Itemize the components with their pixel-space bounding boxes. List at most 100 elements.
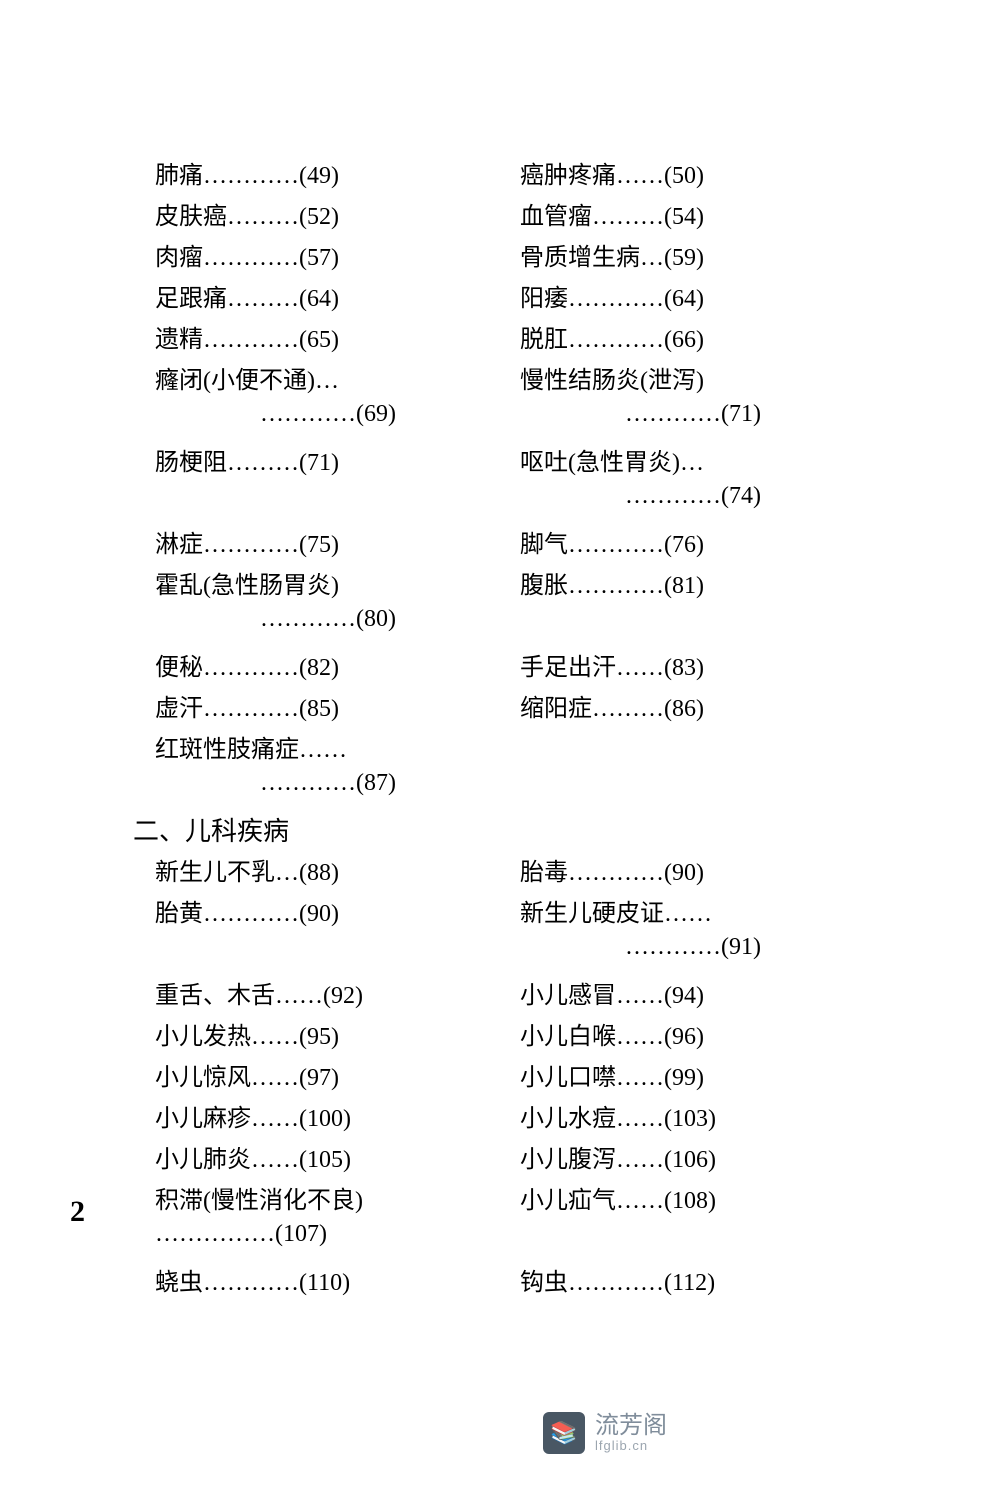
toc-label: 淋症 [155,524,203,559]
toc-spacer [520,770,820,811]
page-number: 2 [70,1195,85,1229]
toc-label: 重舌、木舌 [155,975,275,1010]
toc-entry: 血管瘤 ……… (54) [520,196,820,237]
toc-dots: ………… [203,163,299,190]
toc-entry: 缩阳症 ……… (86) [520,688,820,729]
toc-dots: ………… [203,327,299,354]
watermark: 📚 流芳阁 lfglib.cn [543,1412,667,1454]
toc-spacer [520,606,820,647]
toc-page: (92) [323,983,363,1010]
toc-page: (87) [356,770,396,797]
toc-page: (57) [299,245,339,272]
toc-entry: 小儿水痘…… (103) [520,1098,820,1139]
toc-page: (76) [664,532,704,559]
toc-label: 腹胀 [520,565,568,600]
toc-dots: …… [251,1106,299,1133]
toc-page: (75) [299,532,339,559]
toc-label: 胎黄 [155,893,203,928]
toc-label: 小儿肺炎 [155,1139,251,1174]
toc-label: 血管瘤 [520,196,592,231]
toc-entry: ………… (80) [155,606,455,647]
toc-entry: 小儿惊风 …… (97) [155,1057,455,1098]
toc-page: (64) [664,286,704,313]
toc-entry: 脚气 ………… (76) [520,524,820,565]
toc-dots: …………… [155,1221,275,1248]
toc-page: (95) [299,1024,339,1051]
toc-dots: ………… [203,245,299,272]
toc-label: 癃闭(小便不通) [155,360,315,395]
toc-label: 慢性结肠炎(泄泻) [520,360,704,395]
toc-dots: ……… [592,204,664,231]
toc-dots: …… [616,655,664,682]
toc-label: 小儿口噤 [520,1057,616,1092]
toc-dots: …… [616,983,664,1010]
toc-entry: 蛲虫………… (110) [155,1262,455,1303]
toc-label: 小儿水痘 [520,1098,616,1133]
toc-page: (91) [721,934,761,961]
toc-dots: ………… [203,532,299,559]
toc-page: (105) [299,1147,351,1174]
toc-page: (110) [299,1270,350,1297]
toc-label: 肠梗阻 [155,442,227,477]
toc-label: 虚汗 [155,688,203,723]
toc-page: (94) [664,983,704,1010]
toc-label: 肺痛 [155,155,203,190]
toc-page: (90) [664,860,704,887]
toc-entry: 虚汗 ………… (85) [155,688,455,729]
toc-label: 红斑性肢痛症 [155,729,299,764]
toc-entry: 呕吐(急性胃炎) … [520,442,820,483]
toc-entry: 小儿感冒 …… (94) [520,975,820,1016]
toc-dots: ……… [227,204,299,231]
toc-entry: 淋症 ………… (75) [155,524,455,565]
toc-dots: …… [275,983,323,1010]
toc-page: (54) [664,204,704,231]
toc-entry: 阳痿 ………… (64) [520,278,820,319]
toc-label: 脱肛 [520,319,568,354]
toc-label: 胎毒 [520,852,568,887]
toc-entry: 慢性结肠炎(泄泻) [520,360,820,401]
toc-dots: ………… [203,1270,299,1297]
toc-column-left: 肺痛 ………… (49)皮肤癌 ……… (52)肉瘤 ………… (57)足跟痛 … [155,155,455,1303]
toc-dots: ………… [260,606,356,633]
toc-label: 阳痿 [520,278,568,313]
toc-dots: …… [251,1147,299,1174]
toc-dots: ………… [625,934,721,961]
toc-column-right: 癌肿疼痛 …… (50)血管瘤 ……… (54)骨质增生病 … (59)阳痿 …… [520,155,820,1303]
toc-entry: ………… (74) [520,483,820,524]
toc-dots: …… [251,1065,299,1092]
toc-entry: 小儿麻疹…… (100) [155,1098,455,1139]
toc-spacer [520,729,820,770]
toc-label: 霍乱(急性肠胃炎) [155,565,339,600]
toc-spacer [520,1221,820,1262]
toc-page: (85) [299,696,339,723]
toc-dots: ……… [592,696,664,723]
watermark-logo-icon: 📚 [543,1412,585,1454]
toc-dots: …… [616,1065,664,1092]
toc-entry: 肠梗阻 ……… (71) [155,442,455,483]
toc-entry: 小儿疝气…… (108) [520,1180,820,1221]
toc-label: 小儿惊风 [155,1057,251,1092]
toc-dots: ………… [203,901,299,928]
toc-label: 小儿腹泻 [520,1139,616,1174]
toc-dots: …… [616,163,664,190]
toc-label: 小儿疝气 [520,1180,616,1215]
toc-entry: 胎黄 ………… (90) [155,893,455,934]
toc-page: (108) [664,1188,716,1215]
toc-entry: 骨质增生病 … (59) [520,237,820,278]
toc-page: (71) [299,450,339,477]
toc-page: (69) [356,401,396,428]
toc-page: (66) [664,327,704,354]
toc-label: 小儿白喉 [520,1016,616,1051]
toc-dots: ………… [203,655,299,682]
toc-page: (49) [299,163,339,190]
toc-dots: ……… [227,286,299,313]
toc-entry: 便秘 ………… (82) [155,647,455,688]
toc-entry: 皮肤癌 ……… (52) [155,196,455,237]
toc-dots: ………… [625,401,721,428]
toc-dots: …… [251,1024,299,1051]
toc-dots: ……… [227,450,299,477]
toc-entry: 脱肛 ………… (66) [520,319,820,360]
toc-page: (59) [664,245,704,272]
toc-dots: …… [616,1147,664,1174]
toc-entry: 遗精 ………… (65) [155,319,455,360]
